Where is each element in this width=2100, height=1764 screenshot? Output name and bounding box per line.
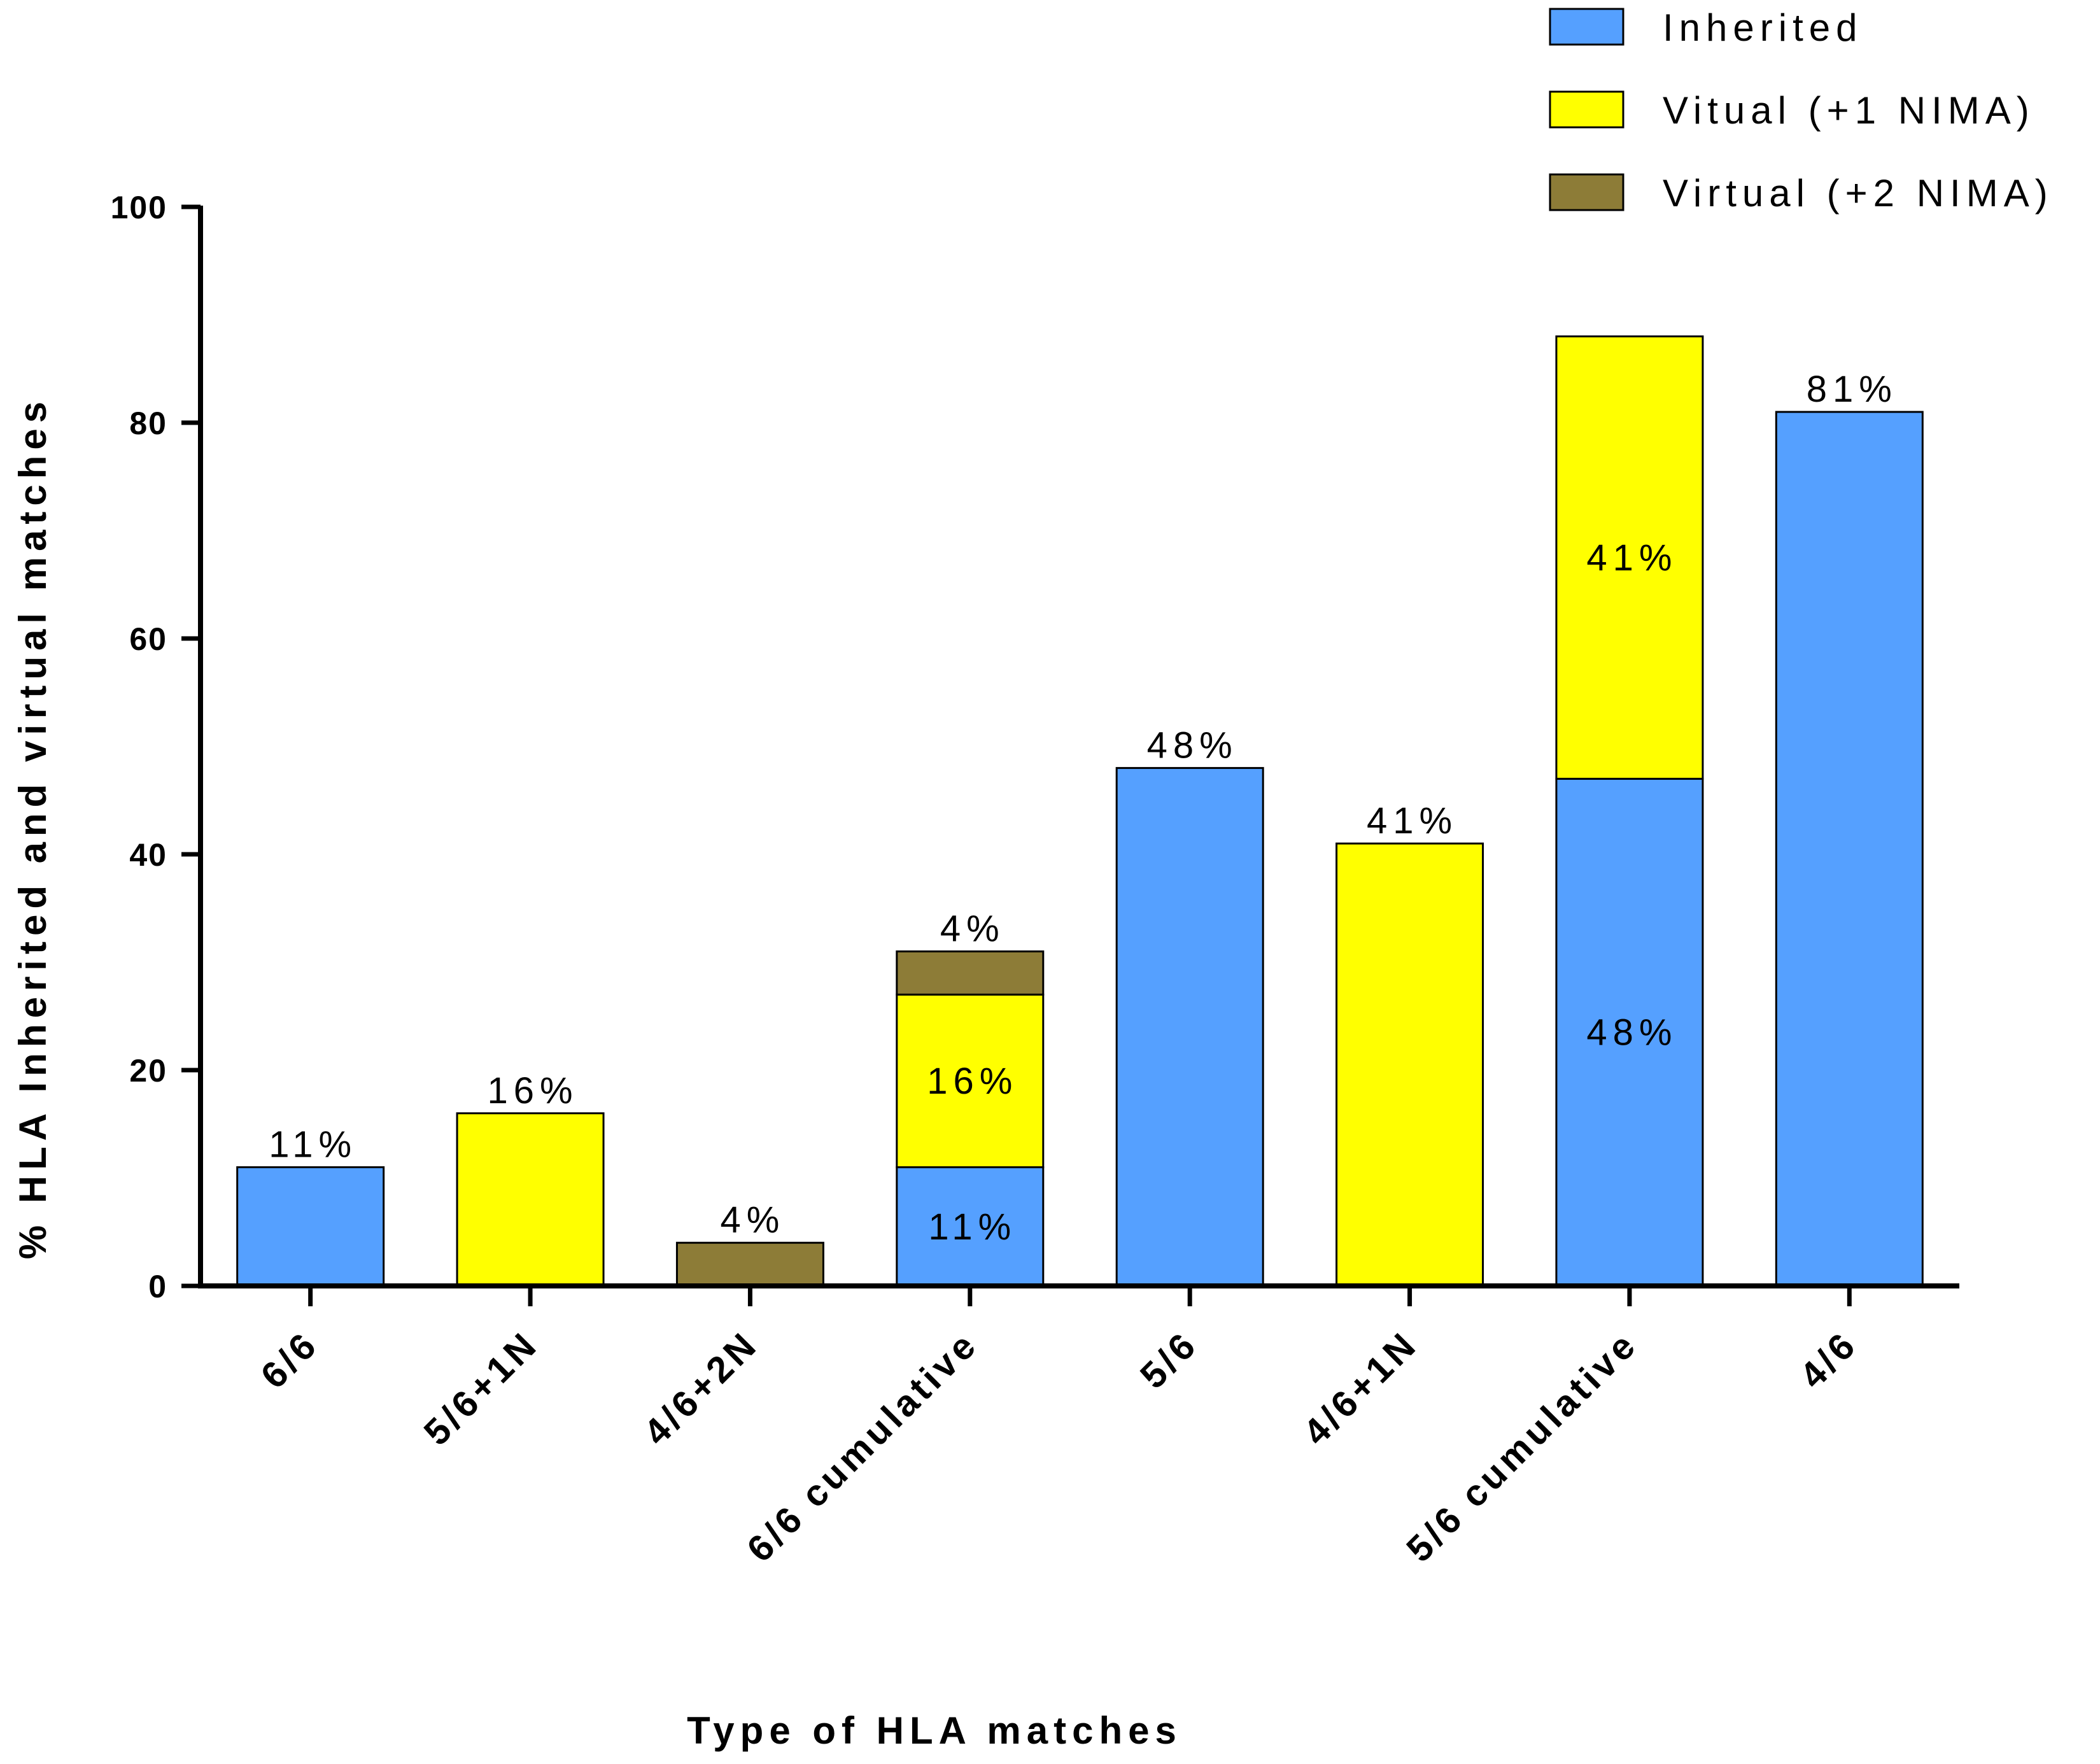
data-labels: 11% 16% 4% 11% 16% 4% 48% 41% 48% 41% 81% — [269, 369, 1898, 1248]
data-label-6-6-cumulative-virtual-2-nima: 4% — [940, 908, 1005, 950]
data-label-4-6-1n-vitual-1-nima: 41% — [1367, 800, 1458, 842]
bar-6-6-cumulative-inherited — [896, 1166, 1045, 1287]
data-label-6-6-cumulative-vitual-1-nima: 16% — [927, 1061, 1018, 1102]
x-tick-label-4-6-1n: 4/6+1N — [1295, 1323, 1426, 1453]
y-tick-label-20: 20 — [129, 1053, 167, 1089]
x-tick-label-5-6: 5/6 — [1132, 1323, 1206, 1397]
legend-label-inherited: Inherited — [1663, 6, 1863, 49]
data-label-4-6-inherited: 81% — [1807, 369, 1898, 410]
bar-5-6-inherited — [1115, 766, 1264, 1287]
data-label-5-6-cumulative-inherited: 48% — [1586, 1012, 1677, 1054]
x-tick-label-5-6-cumulative: 5/6 cumulative — [1399, 1323, 1645, 1570]
bar-6-6-cumulative-virtual-2-nima — [896, 950, 1045, 996]
y-tick-label-60: 60 — [129, 621, 167, 657]
y-tick-label-40: 40 — [129, 837, 167, 873]
bar-4-6-1n-vitual-1-nima — [1335, 842, 1484, 1287]
x-tick-label-4-6: 4/6 — [1792, 1323, 1866, 1397]
data-label-5-6-1n-vitual-1-nima: 16% — [488, 1070, 579, 1111]
legend-label-vitual-1-nima: Vitual (+1 NIMA) — [1663, 89, 2035, 132]
bar-6-6-cumulative-vitual-1-nima — [896, 993, 1045, 1169]
y-tick-label-80: 80 — [129, 406, 167, 441]
x-tick-label-6-6: 6/6 — [253, 1323, 327, 1397]
y-tick-label-0: 0 — [148, 1269, 167, 1304]
bar-4-6-inherited — [1775, 411, 1924, 1287]
legend-swatch-virtual-2-nima — [1549, 173, 1624, 211]
legend: Inherited Vitual (+1 NIMA) Virtual (+2 NIM… — [1549, 6, 2054, 215]
legend-swatch-inherited — [1549, 8, 1624, 46]
bar-5-6-cumulative-vitual-1-nima — [1555, 335, 1704, 780]
y-tick-label-100: 100 — [111, 190, 167, 225]
x-tick-label-4-6-2n: 4/6+2N — [636, 1323, 766, 1453]
bar-6-6-inherited — [236, 1166, 385, 1287]
legend-label-virtual-2-nima: Virtual (+2 NIMA) — [1663, 172, 2054, 215]
bar-4-6-2n-virtual-2-nima — [675, 1241, 824, 1287]
bars — [236, 335, 1924, 1287]
x-tick-label-5-6-1n: 5/6+1N — [416, 1323, 546, 1453]
y-axis-title: % HLA Inherited and virtual matches — [11, 396, 54, 1259]
bar-5-6-1n-vitual-1-nima — [456, 1112, 605, 1287]
data-label-5-6-cumulative-vitual-1-nima: 41% — [1586, 537, 1677, 579]
x-tick-label-6-6-cumulative: 6/6 cumulative — [739, 1323, 986, 1570]
data-label-4-6-2n-virtual-2-nima: 4% — [721, 1199, 786, 1241]
data-label-6-6-inherited: 11% — [269, 1124, 357, 1166]
data-label-5-6-inherited: 48% — [1147, 724, 1238, 766]
x-axis-title: Type of HLA matches — [687, 1709, 1182, 1752]
legend-swatch-vitual-1-nima — [1549, 90, 1624, 129]
data-label-6-6-cumulative-inherited: 11% — [928, 1206, 1017, 1248]
